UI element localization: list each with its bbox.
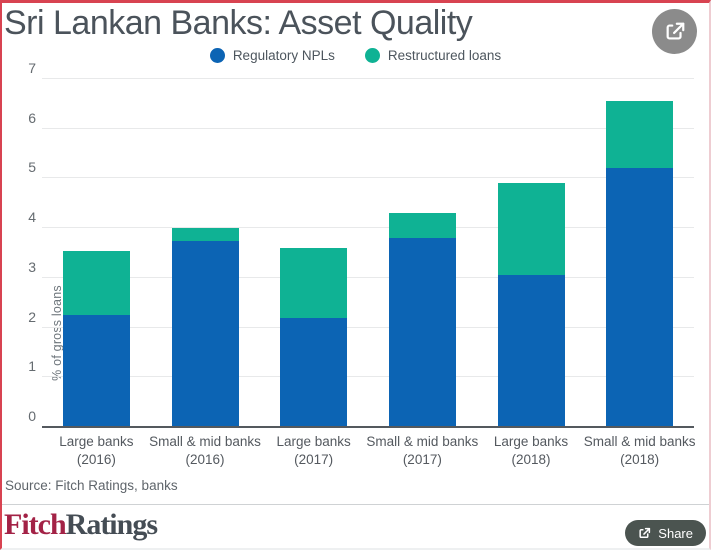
gridline-1 [42,376,694,378]
bar-2-npl-segment[interactable] [280,317,348,427]
bar-3-restructured-segment[interactable] [388,213,456,239]
chart-legend: Regulatory NPLs Restructured loans [2,48,709,63]
bar-2-restructured-segment[interactable] [280,248,348,318]
x-axis-labels: Large banks (2016) Small & mid banks (2016)… [42,433,695,477]
logo-fitch: Fitch [4,508,67,541]
bar-3[interactable] [388,213,456,427]
y-tick-1: 1 [28,358,36,375]
share-icon [638,527,651,540]
fitch-ratings-logo: FitchRatings [4,508,158,541]
share-button-bottom[interactable]: Share [625,520,706,546]
legend-item-restructured: Restructured loans [364,48,502,63]
page-title: Sri Lankan Banks: Asset Quality [4,4,473,42]
bar-1-npl-segment[interactable] [171,240,239,427]
x-label-1: Small & mid banks (2016) [149,434,261,468]
y-tick-4: 4 [28,209,36,226]
legend-dot-restructured [364,48,380,63]
legend-item-npl: Regulatory NPLs [209,48,335,63]
share-icon [664,21,686,43]
bar-5[interactable] [606,101,674,427]
gridline-2 [42,326,694,328]
x-label-3: Small & mid banks (2017) [366,434,479,468]
x-label-2: Large banks (2017) [276,434,351,468]
x-label-0: Large banks (2016) [59,434,134,468]
share-button-top[interactable] [652,9,697,54]
gridline-3 [42,276,694,278]
x-label-5: Small & mid banks (2018) [583,434,696,468]
bar-4[interactable] [497,183,565,427]
bar-0-restructured-segment[interactable] [62,250,130,316]
bar-5-npl-segment[interactable] [606,168,674,427]
footer-divider [2,504,709,505]
y-tick-3: 3 [28,258,36,275]
y-tick-5: 5 [28,159,36,176]
x-axis-line [42,426,694,428]
y-tick-2: 2 [28,308,36,325]
bar-1-restructured-segment[interactable] [171,228,239,241]
x-label-4: Large banks (2018) [493,434,569,468]
bar-4-restructured-segment[interactable] [497,183,565,276]
bar-1[interactable] [171,228,239,427]
bar-5-restructured-segment[interactable] [606,101,674,169]
gridline-7 [42,78,694,79]
legend-label-npl: Regulatory NPLs [232,48,335,63]
bar-0[interactable] [62,250,130,427]
gridline-5 [42,177,694,179]
logo-ratings: Ratings [65,508,158,541]
share-button-label: Share [658,525,693,541]
y-tick-6: 6 [28,109,36,126]
bar-3-npl-segment[interactable] [388,238,456,427]
legend-dot-npl [209,48,225,63]
bar-4-npl-segment[interactable] [497,275,565,427]
source-note: Source: Fitch Ratings, banks [5,478,178,493]
bar-0-npl-segment[interactable] [62,315,130,427]
y-tick-0: 0 [28,408,36,424]
bar-2[interactable] [280,248,348,427]
y-tick-7: 7 [28,60,36,76]
legend-label-restructured: Restructured loans [387,48,502,63]
gridline-4 [42,227,694,229]
gridline-6 [42,127,694,129]
